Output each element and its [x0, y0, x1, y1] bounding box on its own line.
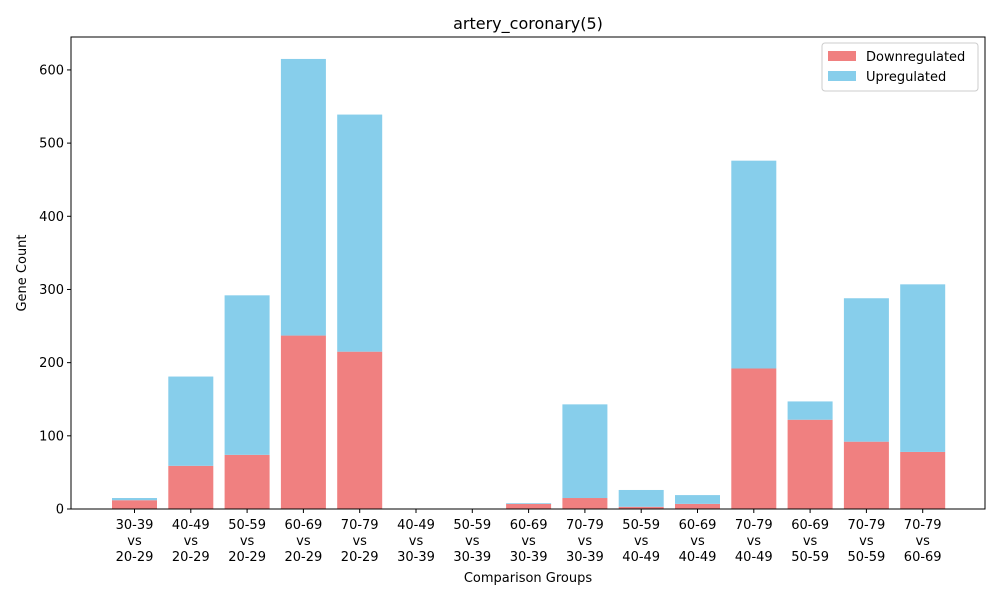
chart-title: artery_coronary(5) [453, 14, 603, 34]
bar-downregulated-10 [675, 503, 720, 509]
bar-upregulated-7 [506, 503, 552, 504]
legend-label-downregulated: Downregulated [866, 50, 965, 65]
bar-upregulated-9 [618, 489, 664, 507]
bar-downregulated-11 [731, 368, 777, 509]
bar-upregulated-13 [843, 298, 889, 442]
bar-upregulated-8 [562, 404, 608, 499]
x-tick-label: 60-69 vs 40-49 [679, 518, 717, 565]
bar-upregulated-0 [112, 498, 157, 501]
bar-upregulated-12 [787, 401, 833, 420]
y-tick-label: 0 [56, 503, 64, 518]
bar-downregulated-8 [562, 498, 608, 509]
bar-downregulated-1 [168, 465, 214, 509]
legend-swatch-upregulated [828, 71, 856, 81]
bar-downregulated-0 [112, 500, 157, 509]
bar-downregulated-2 [224, 454, 270, 509]
bar-upregulated-2 [224, 295, 270, 455]
x-tick-label: 60-69 vs 20-29 [285, 518, 323, 565]
bar-downregulated-4 [337, 351, 383, 509]
x-tick-label: 60-69 vs 50-59 [791, 518, 829, 565]
bar-downregulated-9 [618, 506, 664, 509]
bar-upregulated-10 [675, 495, 720, 504]
bar-upregulated-3 [280, 58, 326, 336]
x-tick-label: 30-39 vs 20-29 [116, 518, 154, 565]
bar-downregulated-12 [787, 419, 833, 509]
y-tick-label: 600 [39, 63, 64, 78]
legend-swatch-downregulated [828, 51, 856, 61]
x-tick-label: 70-79 vs 40-49 [735, 518, 773, 565]
x-tick-label: 40-49 vs 30-39 [397, 518, 435, 565]
x-axis-title: Comparison Groups [464, 571, 593, 586]
bar-downregulated-13 [843, 441, 889, 509]
x-tick-label: 60-69 vs 30-39 [510, 518, 548, 565]
legend-label-upregulated: Upregulated [866, 70, 946, 85]
y-tick-label: 300 [39, 283, 64, 298]
x-tick-label: 50-59 vs 40-49 [622, 518, 660, 565]
y-axis-title: Gene Count [15, 234, 30, 311]
x-tick-label: 50-59 vs 20-29 [228, 518, 266, 565]
bar-downregulated-3 [280, 335, 326, 509]
x-tick-label: 70-79 vs 20-29 [341, 518, 379, 565]
bar-upregulated-14 [900, 284, 946, 452]
axes-group: 0 100 200 300 400 500 600 30-39 vs 20-29 40-49 vs 20… [39, 36, 986, 565]
y-tick-label: 500 [39, 137, 64, 152]
bar-upregulated-11 [731, 160, 777, 369]
bar-upregulated-1 [168, 376, 214, 466]
x-tick-label: 40-49 vs 20-29 [172, 518, 210, 565]
bar-upregulated-4 [337, 114, 383, 352]
bar-downregulated-7 [506, 503, 552, 509]
x-tick-label: 70-79 vs 50-59 [848, 518, 886, 565]
y-tick-label: 200 [39, 356, 64, 371]
bar-downregulated-14 [900, 451, 946, 509]
x-tick-label: 50-59 vs 30-39 [453, 518, 491, 565]
y-tick-label: 100 [39, 429, 64, 444]
legend: Downregulated Upregulated [821, 42, 979, 92]
x-tick-label: 70-79 vs 60-69 [904, 518, 942, 565]
bars-group [112, 58, 946, 509]
y-tick-label: 400 [39, 210, 64, 225]
plot-frame [70, 36, 986, 510]
legend-box [821, 42, 979, 92]
x-tick-label: 70-79 vs 30-39 [566, 518, 604, 565]
